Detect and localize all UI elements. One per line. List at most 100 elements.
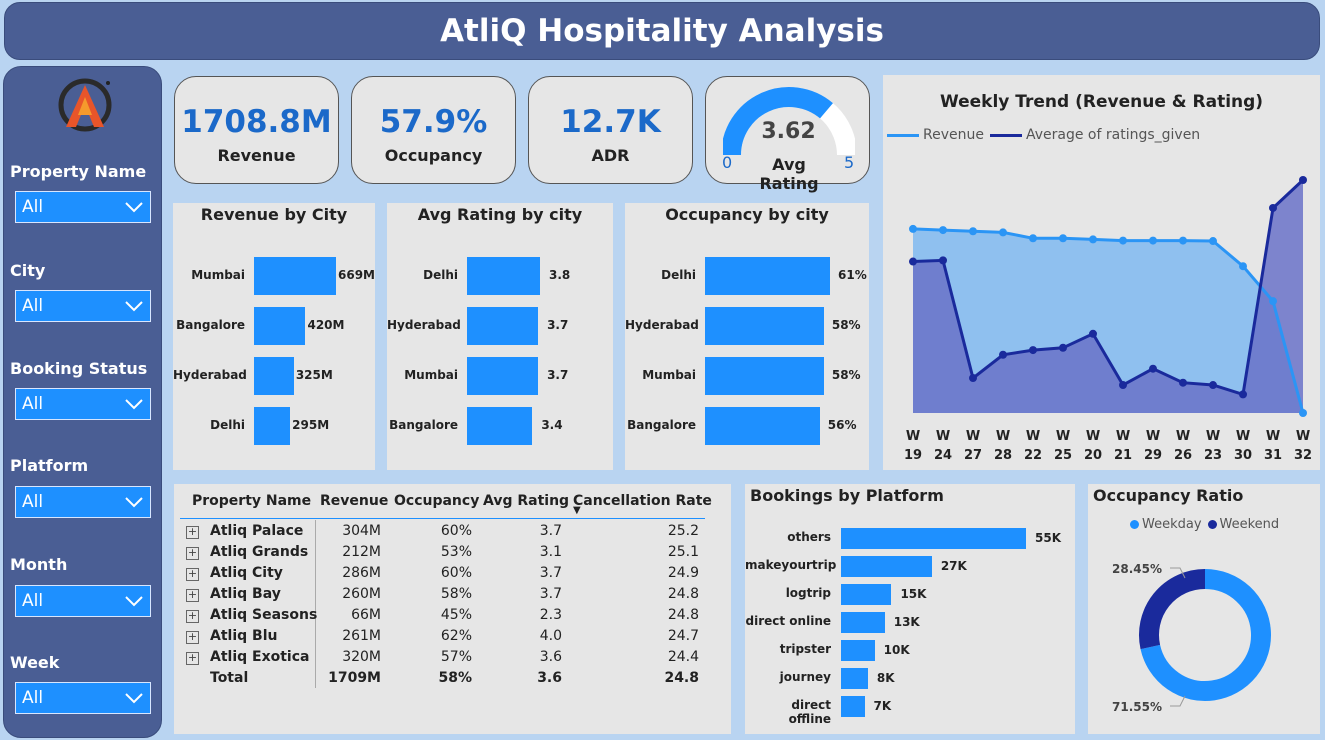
- bar: [705, 407, 820, 445]
- expand-icon[interactable]: +: [186, 546, 199, 560]
- revenue-point: [1269, 297, 1277, 306]
- table-cell: Atliq Seasons: [210, 607, 318, 623]
- bar-label: Mumbai: [642, 368, 696, 382]
- booking-status-dropdown[interactable]: All: [15, 388, 151, 420]
- rating-point: [1089, 329, 1097, 338]
- filter-label-platform: Platform: [10, 456, 89, 475]
- city-dropdown[interactable]: All: [15, 290, 151, 322]
- revenue-point: [1119, 236, 1127, 245]
- rating-line: [912, 178, 1305, 397]
- filter-label-city: City: [10, 261, 46, 280]
- x-tick-prefix: W: [1266, 429, 1280, 444]
- table-cell: 53%: [440, 544, 472, 560]
- revenue-point: [939, 226, 947, 235]
- rating-point: [1269, 203, 1277, 212]
- bar-label: Delhi: [210, 418, 245, 432]
- filter-sidebar: Property Name All City All Booking Statu…: [3, 66, 162, 738]
- filter-label-week: Week: [10, 653, 60, 672]
- bar-value: 669M: [338, 268, 375, 282]
- bar: [705, 257, 830, 295]
- expand-icon[interactable]: +: [186, 630, 199, 644]
- x-tick-prefix: W: [1176, 429, 1190, 444]
- revenue-by-city-panel: Revenue by City Mumbai 669M Bangalore 420M H…: [173, 203, 375, 470]
- table-cell: Atliq Palace: [210, 523, 304, 539]
- bar: [841, 668, 868, 689]
- property-name-dropdown[interactable]: All: [15, 191, 151, 223]
- expand-icon[interactable]: +: [186, 588, 199, 602]
- expand-icon[interactable]: +: [186, 609, 199, 623]
- chevron-down-icon: [125, 693, 143, 704]
- revenue-point: [1179, 236, 1187, 245]
- platform-dropdown[interactable]: All: [15, 486, 151, 518]
- bar-label: Mumbai: [404, 368, 458, 382]
- bar-label: direct offline: [788, 698, 831, 726]
- bar-label: others: [787, 530, 831, 544]
- weekly-trend-title: Weekly Trend (Revenue & Rating): [939, 92, 1264, 112]
- revenue-point: [1089, 235, 1097, 244]
- x-tick-label: 26: [1174, 448, 1192, 463]
- table-cell: 4.0: [539, 628, 562, 644]
- expand-icon[interactable]: +: [186, 567, 199, 581]
- bar-value: 8K: [876, 671, 895, 685]
- bar-value: 56%: [827, 418, 857, 432]
- revenue-point: [909, 224, 917, 233]
- table-cell: 60%: [440, 523, 472, 539]
- month-dropdown[interactable]: All: [15, 585, 151, 617]
- chevron-down-icon: [125, 497, 143, 508]
- bar-label: Hyderabad: [173, 368, 247, 382]
- bar-label: tripster: [779, 642, 831, 656]
- revenue-point: [1059, 234, 1067, 243]
- x-tick-prefix: W: [1236, 429, 1250, 444]
- bar: [254, 257, 336, 295]
- x-tick-label: 25: [1054, 448, 1072, 463]
- x-tick-prefix: W: [1026, 429, 1040, 444]
- bar: [841, 612, 885, 633]
- bar-label: Delhi: [661, 268, 696, 282]
- bar-label: logtrip: [785, 586, 831, 600]
- weekly-trend-chart: W 19 W 24 W 27 W 28 W 22 W 25 W 20 W 21 W 29 W 26 W 23 W 30 W 31 W…: [904, 176, 1312, 463]
- column-divider: [315, 520, 316, 688]
- rating-point: [1059, 343, 1067, 352]
- legend-weekday-dot: [1130, 520, 1139, 529]
- bar-label: makeyourtrip: [745, 558, 837, 572]
- property-table-panel: Property Name Revenue Occupancy Avg Rating C…: [174, 484, 731, 734]
- table-cell: 304M: [342, 523, 381, 539]
- bar-label: direct online: [745, 614, 831, 628]
- bar-label: Hyderabad: [387, 318, 461, 332]
- expand-icon[interactable]: +: [186, 651, 199, 665]
- revenue-line: [912, 227, 1305, 414]
- table-cell: 212M: [342, 544, 381, 560]
- filter-label-booking-status: Booking Status: [10, 359, 148, 378]
- weekly-trend-legend: Revenue Average of ratings_given: [887, 127, 1200, 143]
- x-tick-label: 29: [1144, 448, 1162, 463]
- kpi-revenue-card: 1708.8M Revenue: [174, 76, 339, 184]
- x-tick-label: 32: [1294, 448, 1312, 463]
- x-tick-prefix: W: [1296, 429, 1310, 444]
- x-tick-label: 20: [1084, 448, 1102, 463]
- bar-label: Bangalore: [627, 418, 696, 432]
- bar-value: 61%: [838, 268, 867, 282]
- legend-weekday-label: Weekday: [1142, 517, 1202, 532]
- bar: [705, 357, 824, 395]
- bar-label: Bangalore: [176, 318, 245, 332]
- occupancy-ratio-title: Occupancy Ratio: [1093, 486, 1244, 505]
- sort-desc-icon[interactable]: ▼: [573, 505, 581, 516]
- chevron-down-icon: [125, 301, 143, 312]
- rating-point: [1299, 176, 1307, 184]
- table-cell: 45%: [440, 607, 472, 623]
- x-tick-prefix: W: [1206, 429, 1220, 444]
- table-total-cell: 24.8: [664, 670, 699, 686]
- bar: [254, 407, 291, 445]
- bar-value: 58%: [831, 368, 861, 382]
- dropdown-value: All: [22, 688, 44, 708]
- donut-weekend-slice: [1139, 569, 1206, 650]
- table-cell: 66M: [351, 607, 381, 623]
- week-dropdown[interactable]: All: [15, 682, 151, 714]
- rating-point: [999, 350, 1007, 359]
- rating-value: 3.62: [761, 119, 816, 144]
- bar-value: 3.8: [549, 268, 571, 282]
- table-cell: 3.7: [539, 523, 562, 539]
- revenue-point: [1299, 409, 1307, 417]
- legend-rating-label: Average of ratings_given: [1025, 127, 1201, 143]
- expand-icon[interactable]: +: [186, 525, 199, 539]
